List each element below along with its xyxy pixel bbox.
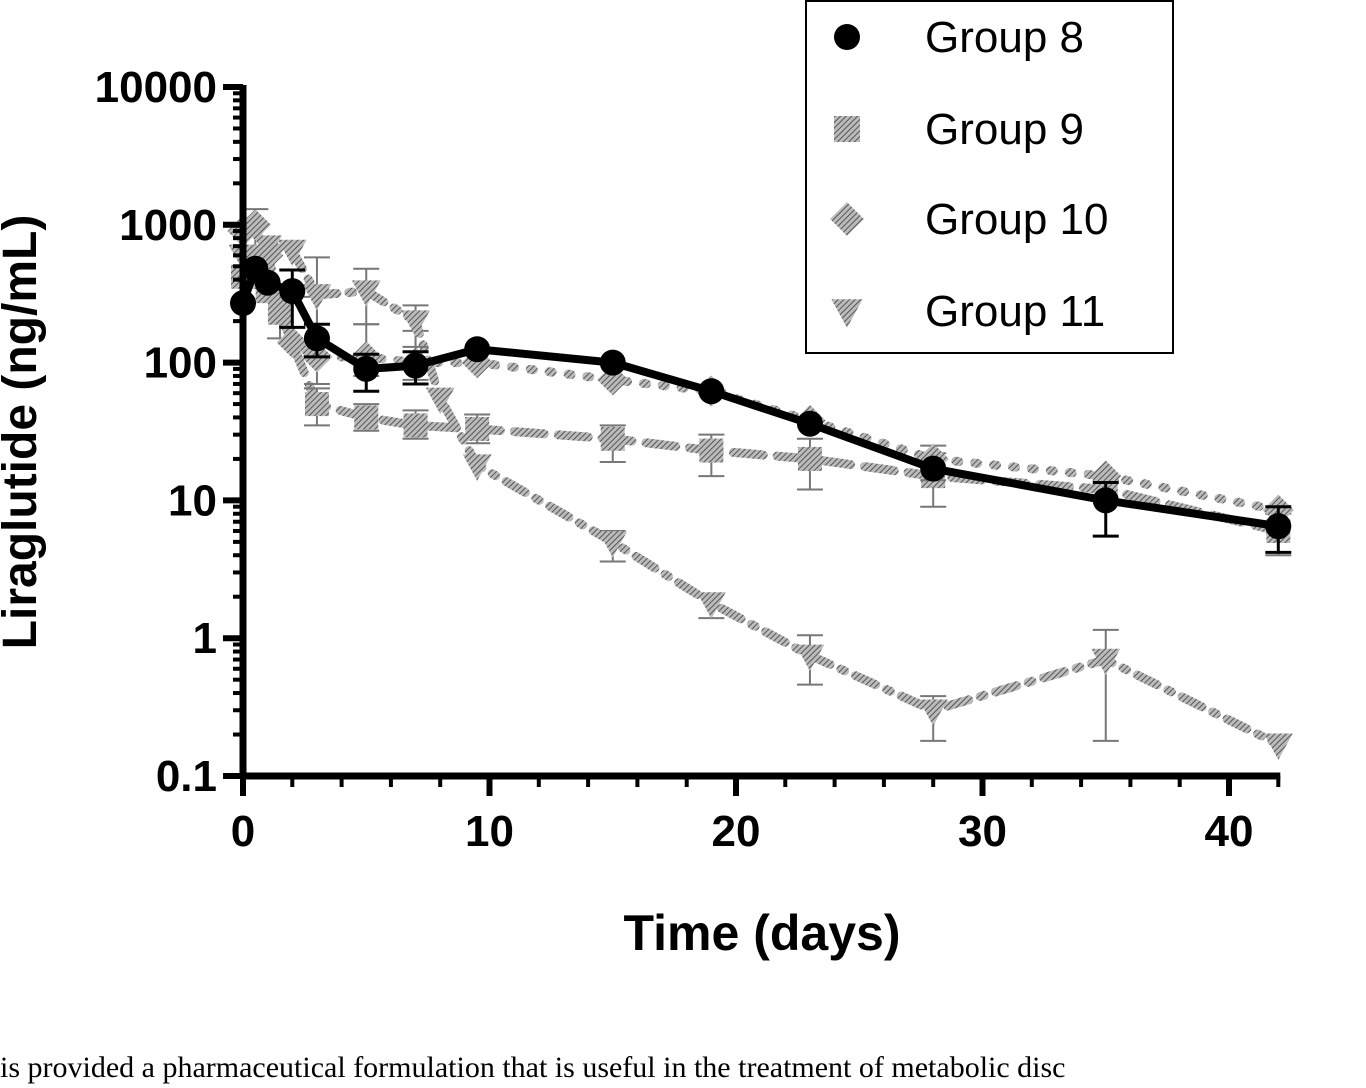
data-point — [797, 411, 823, 437]
legend-marker — [834, 24, 860, 50]
data-point — [353, 356, 379, 382]
data-point — [401, 310, 430, 336]
data-point — [403, 353, 429, 379]
y-tick-label: 0.1 — [156, 752, 217, 801]
data-point — [255, 270, 281, 296]
legend-label: Group 8 — [925, 13, 1084, 62]
legend: Group 8 Group 9 Group 10 Group 11 — [806, 1, 1173, 353]
data-point — [354, 405, 378, 429]
y-tick-label: 10000 — [95, 63, 217, 112]
x-tick-label: 30 — [958, 807, 1007, 856]
data-point — [699, 439, 723, 463]
x-tick-label: 10 — [465, 807, 514, 856]
data-point — [304, 325, 330, 351]
legend-label: Group 10 — [925, 195, 1108, 244]
data-point — [465, 417, 489, 441]
y-tick-label: 10 — [168, 476, 217, 525]
legend-label: Group 9 — [925, 105, 1084, 154]
data-point — [1093, 487, 1119, 513]
data-point — [698, 378, 724, 404]
y-axis-title: Liraglutide (ng/mL) — [0, 215, 47, 650]
x-tick-label: 0 — [231, 807, 255, 856]
data-point — [600, 350, 626, 376]
data-point — [798, 447, 822, 471]
data-point — [464, 336, 490, 362]
y-tick-label: 1000 — [119, 201, 217, 250]
data-point — [1265, 513, 1291, 539]
body-text-fragment: is provided a pharmaceutical formulation… — [0, 1048, 1366, 1088]
data-point — [1264, 733, 1293, 759]
y-tick-label: 1 — [193, 614, 217, 663]
x-tick-label: 40 — [1205, 807, 1254, 856]
data-point — [279, 278, 305, 304]
data-point — [919, 699, 948, 725]
data-point — [404, 413, 428, 437]
legend-label: Group 11 — [925, 287, 1105, 336]
y-tick-label: 100 — [144, 339, 217, 388]
data-point — [920, 456, 946, 482]
data-point — [463, 454, 492, 480]
x-tick-label: 20 — [712, 807, 761, 856]
data-point — [601, 427, 625, 451]
legend-marker — [834, 116, 860, 142]
data-point — [305, 392, 329, 416]
x-axis-title: Time (days) — [624, 905, 901, 961]
